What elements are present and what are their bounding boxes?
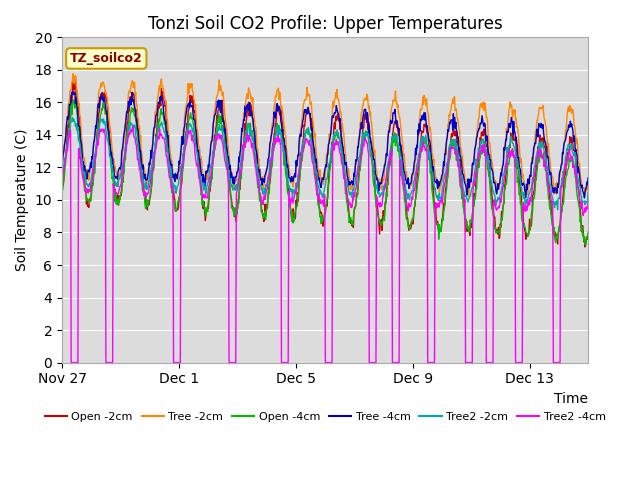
X-axis label: Time: Time xyxy=(554,392,588,406)
Title: Tonzi Soil CO2 Profile: Upper Temperatures: Tonzi Soil CO2 Profile: Upper Temperatur… xyxy=(148,15,502,33)
Y-axis label: Soil Temperature (C): Soil Temperature (C) xyxy=(15,129,29,271)
Legend: Open -2cm, Tree -2cm, Open -4cm, Tree -4cm, Tree2 -2cm, Tree2 -4cm: Open -2cm, Tree -2cm, Open -4cm, Tree -4… xyxy=(40,407,610,426)
Text: TZ_soilco2: TZ_soilco2 xyxy=(70,52,143,65)
